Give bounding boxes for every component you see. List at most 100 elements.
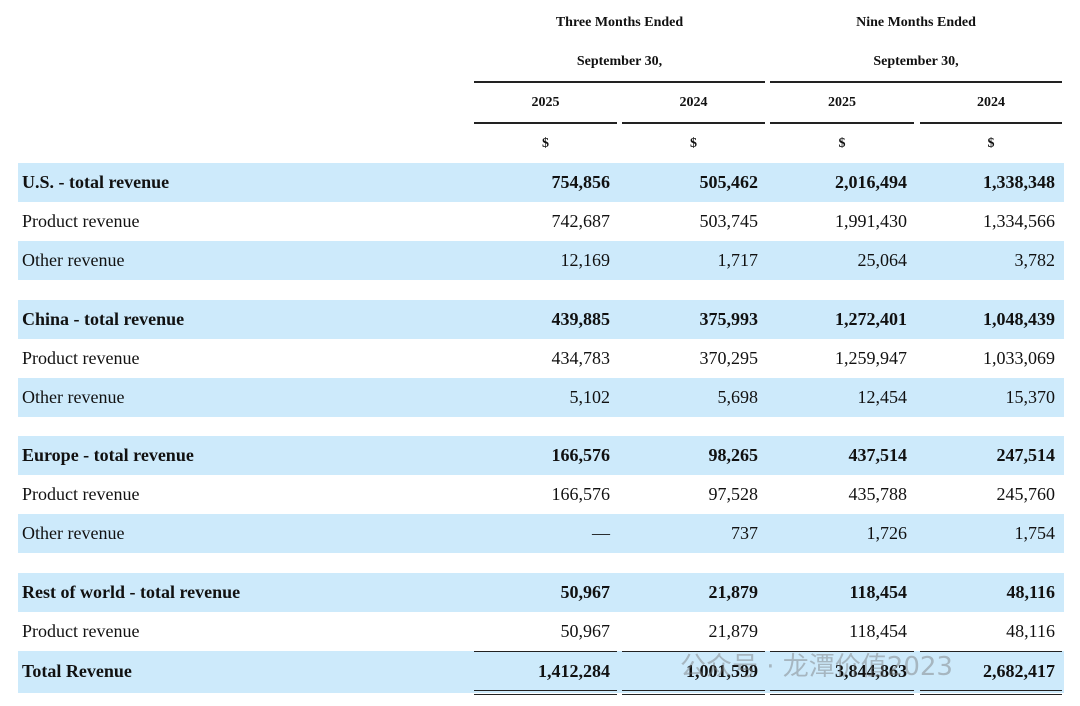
cell-value: 435,788 — [848, 484, 908, 504]
row-label: Other revenue — [22, 250, 125, 270]
year: 2025 — [531, 95, 560, 110]
cell-value: 1,033,069 — [983, 347, 1055, 368]
cell-value: 245,760 — [996, 484, 1056, 504]
row-band — [18, 299, 1064, 339]
row-band — [18, 377, 1064, 417]
year: 2025 — [828, 95, 856, 110]
cell-value: — — [592, 523, 610, 543]
cell-value: 505,462 — [699, 172, 759, 192]
total-double-rule — [920, 689, 1062, 691]
year-rule — [770, 122, 914, 124]
cell-value: 25,064 — [857, 250, 908, 270]
group-title: Nine Months Ended — [856, 15, 976, 30]
cell-value: 437,514 — [848, 445, 908, 465]
row-label: Product revenue — [22, 620, 140, 641]
total-top-rule — [622, 650, 765, 652]
year-rule — [474, 122, 617, 124]
row-band — [18, 514, 1064, 553]
total-double-rule — [770, 693, 914, 695]
cell-value: 1,259,947 — [835, 347, 907, 368]
total-double-rule — [474, 689, 617, 691]
cell-value: 21,879 — [708, 620, 759, 641]
currency: $ — [987, 136, 995, 151]
cell-value: 247,514 — [996, 445, 1056, 465]
cell-value: 1,334,566 — [983, 211, 1055, 231]
row-label: Other revenue — [22, 386, 125, 407]
cell-value: 370,295 — [699, 347, 759, 368]
row-label: Europe - total revenue — [22, 445, 194, 465]
group-subtitle: September 30, — [576, 54, 663, 69]
cell-value: 754,856 — [551, 172, 611, 192]
cell-value: 15,370 — [1005, 386, 1056, 407]
cell-value: 48,116 — [1006, 620, 1055, 641]
year-rule — [622, 122, 765, 124]
group-title: Three Months Ended — [555, 15, 684, 30]
cell-value: 48,116 — [1006, 581, 1055, 602]
cell-value: 166,576 — [551, 445, 611, 465]
cell-value: 12,454 — [857, 386, 908, 407]
cell-value: 2,016,494 — [835, 172, 907, 192]
total-top-rule — [474, 650, 617, 652]
cell-value: 98,265 — [708, 445, 759, 465]
row-label: Product revenue — [22, 347, 140, 368]
cell-value: 21,879 — [708, 581, 759, 602]
header-rule — [770, 81, 1062, 83]
cell-value: 3,782 — [1014, 250, 1056, 270]
cell-value: 434,783 — [551, 347, 611, 368]
cell-value: 118,454 — [849, 620, 907, 641]
row-label: U.S. - total revenue — [22, 172, 170, 192]
group-subtitle: September 30, — [873, 54, 959, 69]
cell-value: 50,967 — [560, 620, 611, 641]
cell-value: 12,169 — [560, 250, 611, 270]
cell-value: 3,844,863 — [835, 661, 907, 681]
cell-value: 166,576 — [551, 484, 611, 504]
cell-value: 118,454 — [849, 581, 907, 602]
cell-value: 5,698 — [717, 386, 759, 407]
watermark: 公众号 · 龙潭价值2023 — [680, 652, 953, 682]
total-double-rule — [770, 689, 914, 691]
cell-value: 1,272,401 — [835, 308, 907, 329]
row-label: Rest of world - total revenue — [22, 581, 241, 602]
row-label: Other revenue — [22, 523, 125, 543]
cell-value: 1,754 — [1014, 523, 1056, 543]
cell-value: 439,885 — [551, 308, 611, 329]
cell-value: 1,001,599 — [686, 661, 758, 681]
row-band — [18, 572, 1064, 612]
cell-value: 503,745 — [699, 211, 759, 231]
total-top-rule — [770, 650, 914, 652]
cell-value: 1,338,348 — [983, 172, 1055, 192]
cell-value: 50,967 — [560, 581, 611, 602]
total-top-rule — [920, 650, 1062, 652]
cell-value: 5,102 — [569, 386, 611, 407]
currency: $ — [690, 136, 697, 151]
cell-value: 375,993 — [699, 308, 759, 329]
row-label: Product revenue — [22, 211, 140, 231]
cell-value: 742,687 — [551, 211, 611, 231]
total-double-rule — [920, 693, 1062, 695]
total-double-rule — [474, 693, 617, 695]
row-band — [18, 163, 1064, 202]
row-label: Total Revenue — [22, 661, 132, 681]
row-label: Product revenue — [22, 484, 140, 504]
currency: $ — [838, 136, 846, 151]
total-double-rule — [622, 693, 765, 695]
total-double-rule — [622, 689, 765, 691]
row-band — [18, 436, 1064, 475]
cell-value: 1,726 — [866, 523, 908, 543]
row-band — [18, 241, 1064, 280]
year-rule — [920, 122, 1062, 124]
cell-value: 737 — [731, 523, 758, 543]
cell-value: 1,717 — [717, 250, 759, 270]
row-label: China - total revenue — [22, 308, 185, 329]
currency: $ — [542, 136, 549, 151]
year: 2024 — [977, 95, 1005, 110]
header-rule — [474, 81, 765, 83]
cell-value: 2,682,417 — [983, 661, 1055, 681]
cell-value: 1,412,284 — [538, 661, 610, 681]
cell-value: 1,048,439 — [983, 308, 1055, 329]
row-band — [18, 650, 1064, 693]
cell-value: 97,528 — [708, 484, 759, 504]
cell-value: 1,991,430 — [835, 211, 907, 231]
year: 2024 — [679, 95, 708, 110]
